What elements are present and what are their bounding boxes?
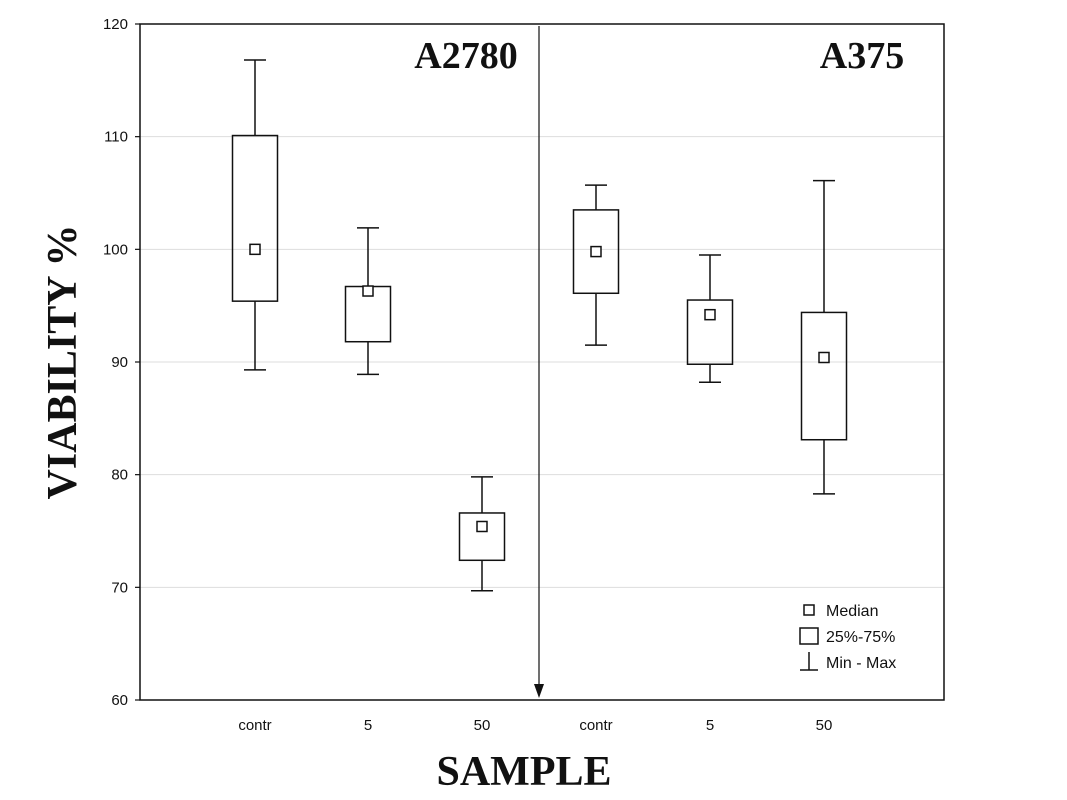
box-a2780-5 xyxy=(344,227,392,376)
legend-label-min-max: Min - Max xyxy=(826,655,896,672)
y-tick-label: 120 xyxy=(103,16,128,33)
grid-lines xyxy=(140,136,944,588)
box-a375-5 xyxy=(686,254,734,384)
box-a375-contr xyxy=(572,184,620,346)
x-axis-ticks: contr 5 50 contr 5 50 xyxy=(238,717,832,734)
group-divider xyxy=(534,26,544,698)
median-marker xyxy=(590,245,602,258)
boxes xyxy=(231,59,848,592)
median-marker xyxy=(476,520,488,533)
y-tick-label: 110 xyxy=(104,129,128,146)
group-label-a2780: A2780 xyxy=(414,35,517,77)
median-marker xyxy=(249,243,261,256)
quartile-box xyxy=(686,299,734,366)
legend: Median 25%-75% Min - Max xyxy=(799,603,896,672)
x-tick-label: 50 xyxy=(474,717,491,734)
y-axis-ticks: 60 70 80 90 100 110 120 xyxy=(103,16,140,709)
y-tick-label: 80 xyxy=(111,467,128,484)
divider-arrowhead xyxy=(534,684,544,698)
y-axis-title: VIABILITY % xyxy=(40,224,86,499)
x-tick-label: contr xyxy=(238,717,271,734)
x-tick-label: 5 xyxy=(364,717,372,734)
x-tick-label: 5 xyxy=(706,717,714,734)
legend-label-quartile-range: 25%-75% xyxy=(826,629,895,646)
median-marker-icon xyxy=(803,604,815,616)
quartile-box xyxy=(231,134,279,302)
median-marker xyxy=(818,351,830,364)
x-axis-title: SAMPLE xyxy=(436,749,611,795)
quartile-box xyxy=(458,512,506,562)
y-tick-label: 70 xyxy=(111,579,128,596)
whisker-range-icon xyxy=(800,652,818,671)
x-tick-label: 50 xyxy=(816,717,833,734)
median-marker xyxy=(362,285,374,297)
y-tick-label: 100 xyxy=(103,241,128,258)
y-tick-label: 90 xyxy=(111,354,128,371)
x-tick-label: contr xyxy=(579,717,612,734)
quartile-box xyxy=(800,311,848,441)
quartile-box xyxy=(572,209,620,295)
y-tick-label: 60 xyxy=(111,692,128,709)
box-range-icon xyxy=(799,627,819,645)
box-a375-50 xyxy=(800,179,848,495)
box-a2780-50 xyxy=(458,476,506,592)
median-marker xyxy=(704,308,716,321)
box-a2780-contr xyxy=(231,59,279,371)
legend-label-median: Median xyxy=(826,603,878,620)
group-label-a375: A375 xyxy=(820,35,904,77)
